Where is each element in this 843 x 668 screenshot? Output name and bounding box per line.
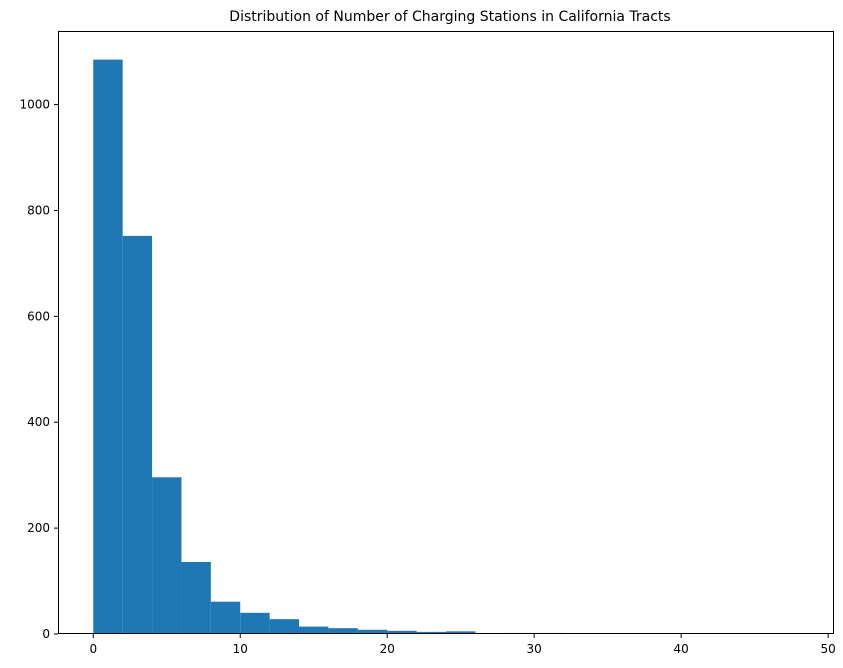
x-axis: 0 10 20 30 40 50	[89, 634, 836, 656]
y-tick-label: 1000	[19, 98, 50, 112]
histogram-bar	[328, 628, 358, 634]
x-tick-label: 50	[820, 642, 835, 656]
x-tick-label: 0	[89, 642, 97, 656]
y-tick-label: 400	[27, 415, 50, 429]
histogram-bar	[210, 601, 241, 634]
histogram-bar	[181, 562, 211, 634]
histogram-bar	[122, 235, 153, 634]
x-tick-label: 20	[380, 642, 395, 656]
histogram-bar	[93, 59, 123, 634]
chart-title: Distribution of Number of Charging Stati…	[229, 9, 670, 25]
x-tick-label: 40	[674, 642, 689, 656]
y-tick-label: 800	[27, 203, 50, 217]
histogram-bar	[387, 630, 417, 634]
histogram-bar	[416, 631, 446, 634]
x-tick-label: 10	[233, 642, 248, 656]
x-tick-label: 30	[527, 642, 542, 656]
histogram-bar	[269, 619, 300, 634]
y-tick-label: 0	[42, 627, 50, 641]
y-tick-label: 600	[27, 309, 50, 323]
y-axis: 0 200 400 600 800 1000	[19, 98, 58, 641]
histogram-bar	[152, 477, 182, 634]
histogram-bar	[446, 631, 476, 634]
plot-frame	[58, 31, 834, 634]
bars-group	[93, 59, 623, 634]
histogram-bar	[357, 629, 388, 634]
y-tick-label: 200	[27, 521, 50, 535]
histogram-bar	[240, 612, 270, 634]
histogram-bar	[299, 626, 329, 634]
